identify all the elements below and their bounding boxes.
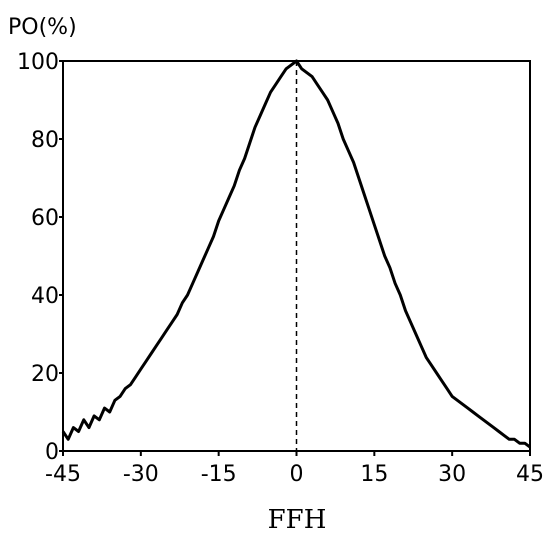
x-axis-ticks: -45 -30 -15 0 15 30 45: [45, 451, 543, 487]
y-tick-label: 20: [31, 362, 59, 387]
plot-frame: [62, 60, 531, 452]
y-tick-label: 40: [31, 284, 59, 309]
x-tick-label: -15: [201, 462, 237, 487]
y-tick-label: 0: [45, 440, 59, 465]
x-tick-label: 15: [360, 462, 388, 487]
y-axis-ticks: 0 20 40 60 80 100: [17, 50, 63, 465]
x-axis-title: FFH: [268, 505, 327, 535]
x-tick-label: 45: [516, 462, 543, 487]
x-tick-label: -30: [123, 462, 159, 487]
y-tick-label: 60: [31, 206, 59, 231]
x-tick-label: -45: [45, 462, 81, 487]
y-tick-label: 100: [17, 50, 59, 75]
x-tick-label: 30: [438, 462, 466, 487]
y-axis-title: PO(%): [8, 15, 77, 40]
x-tick-label: 0: [290, 462, 304, 487]
y-tick-label: 80: [31, 128, 59, 153]
